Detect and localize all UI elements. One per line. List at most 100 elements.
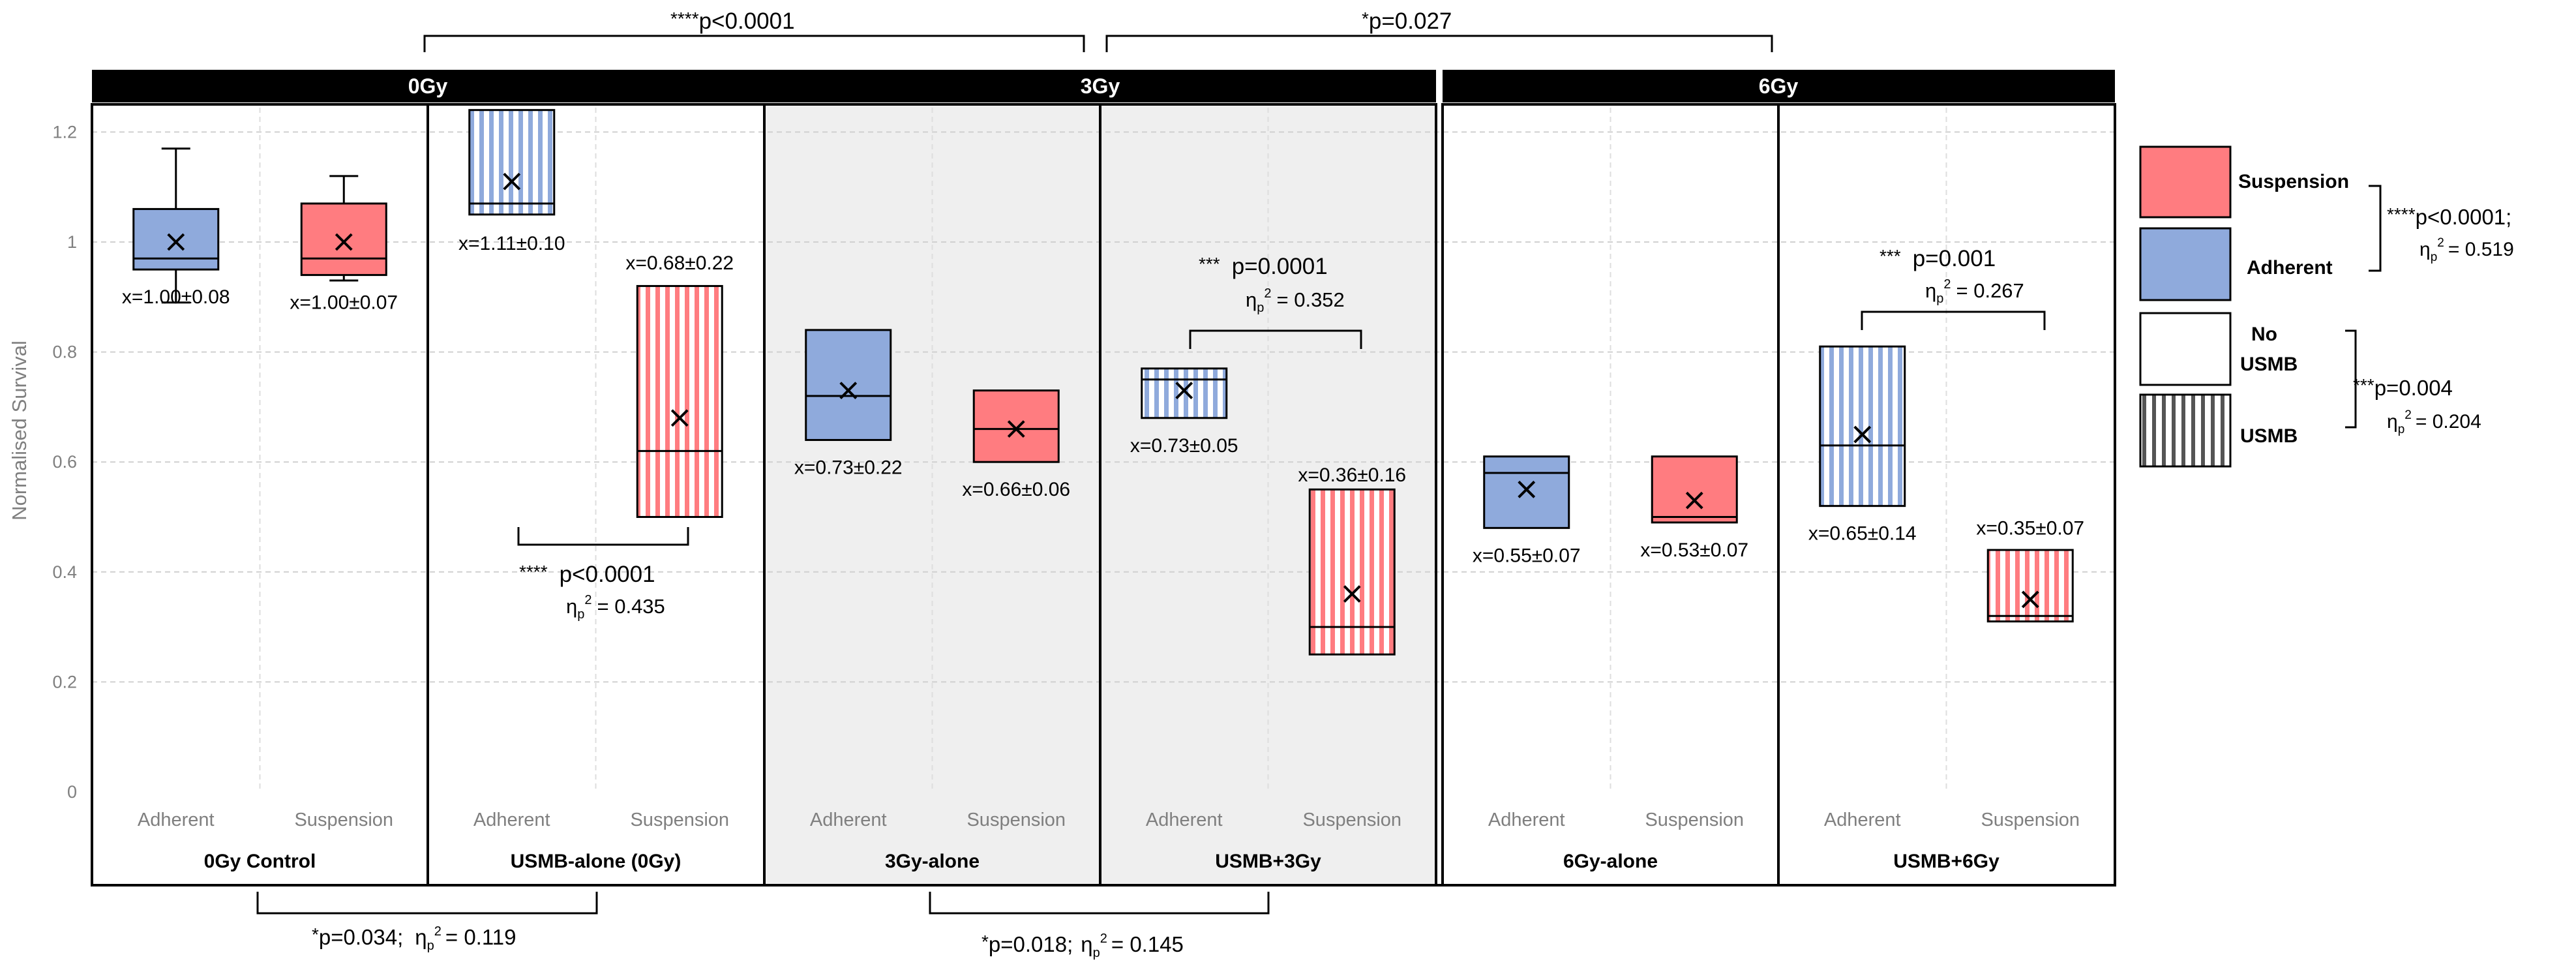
box-series: x=1.00±0.08 x=1.00±0.07 x=1.11±0.10 x=0.68±… [122,109,2084,656]
legend-eta-usmb: ηp2 = 0.204 [2387,408,2481,436]
box-6gy-alone-suspension: x=0.53±0.07 [1640,455,1748,561]
category-label-4-suspension: Suspension [1645,810,1744,830]
data-label: x=1.11±0.10 [458,233,565,254]
box-body [636,284,723,518]
mean-marker-b [1175,382,1193,400]
sig-usmb-6gy: *** p=0.001 [1880,246,1996,271]
y-tick-label-6: 1.2 [52,122,77,142]
box-usmb-3gy-adherent: x=0.73±0.05 [1130,367,1238,457]
box-usmb-alone-0gy--adherent: x=1.11±0.10 [458,109,565,254]
box-0gy-control-adherent: x=1.00±0.08 [122,147,230,308]
y-tick-label-5: 1 [67,232,77,252]
eta-usmb-alone-0gy: ηp2 = 0.435 [566,593,665,622]
y-tick-label-4: 0.8 [52,342,77,362]
y-tick-label-1: 0.2 [52,672,77,691]
condition-label-4: 6Gy-alone [1563,851,1658,872]
category-labels: Adherent Suspension 0Gy Control Adherent Sus… [92,810,2115,887]
data-label: x=0.68±0.22 [625,252,734,274]
category-label-4-adherent: Adherent [1488,810,1565,830]
data-label: x=0.73±0.05 [1130,435,1238,457]
category-label-1-adherent: Adherent [473,810,550,830]
mean-marker-b [670,409,689,427]
data-label: x=0.65±0.14 [1808,523,1917,545]
category-label-0-adherent: Adherent [138,810,215,830]
header-bar-6gy [1443,70,2115,102]
sig-bottom-3gy: *p=0.018; ηp2 = 0.145 [981,932,1184,960]
y-axis-ticks: 0 0.2 0.4 0.6 0.8 1 1.2 [52,122,77,802]
legend-label-no: No [2251,324,2277,345]
box-usmb-3gy-suspension: x=0.36±0.16 [1298,464,1406,656]
condition-label-5: USMB+6Gy [1893,851,1999,872]
box-body [1819,345,1906,508]
box-body [468,109,556,216]
legend-swatch-adherent [2139,227,2232,301]
box-0gy-control-suspension: x=1.00±0.07 [290,175,398,314]
legend-sig-cell-type: ****p<0.0001; [2387,204,2511,229]
data-label: x=1.00±0.07 [290,292,398,314]
box-body [805,329,892,441]
mean-marker-b [167,233,185,251]
y-tick-label-2: 0.4 [52,562,77,582]
significance-brackets [256,35,2382,915]
data-label: x=0.53±0.07 [1640,539,1748,561]
mean-marker-b [1007,420,1025,438]
mean-marker-b [1518,480,1536,498]
legend-label-usmb: USMB [2240,425,2298,447]
box-body [1141,367,1228,419]
header-0gy: 0Gy [408,74,448,98]
data-label: x=0.73±0.22 [794,457,903,478]
header-3gy: 3Gy [1081,74,1120,98]
box-3gy-alone-adherent: x=0.73±0.22 [794,329,903,478]
category-label-2-suspension: Suspension [966,810,1066,830]
y-tick-label-0: 0 [67,782,77,802]
condition-label-3: USMB+3Gy [1215,851,1321,872]
mean-marker-b [1343,585,1361,603]
legend-swatch-usmb [2139,393,2232,468]
box-usmb-alone-0gy--suspension: x=0.68±0.22 [625,252,734,518]
sig-usmb-alone-0gy: **** p<0.0001 [519,562,655,587]
box-body [1483,455,1570,529]
condition-label-0: 0Gy Control [204,851,316,872]
category-label-5-adherent: Adherent [1824,810,1901,830]
box-body [972,389,1060,463]
sig-bottom-0gy: *p=0.034; ηp2 = 0.119 [312,924,516,953]
data-label: x=0.35±0.07 [1976,517,2084,539]
box-body [1986,549,2074,623]
box-usmb-6gy-adherent: x=0.65±0.14 [1808,345,1917,545]
sig-top-3gy-6gy: *p=0.027 [1362,8,1452,34]
y-tick-label-3: 0.6 [52,452,77,472]
category-label-1-suspension: Suspension [630,810,729,830]
legend-label-suspension: Suspension [2238,171,2349,192]
eta-usmb-6gy: ηp2 = 0.267 [1925,277,2024,306]
data-label: x=0.66±0.06 [962,479,1070,500]
header-bar-0gy [92,70,764,102]
header-6gy: 6Gy [1759,74,1799,98]
y-axis-label: Normalised Survival [8,341,31,521]
mean-marker-b [1685,491,1703,509]
data-label: x=0.55±0.07 [1473,545,1581,566]
legend-label-adherent: Adherent [2247,257,2333,279]
box-body [300,202,387,277]
data-label: x=1.00±0.08 [122,286,230,308]
legend-swatch-suspension [2139,145,2232,219]
condition-label-1: USMB-alone (0Gy) [511,851,681,872]
box-body [1308,488,1396,656]
eta-usmb-3gy: ηp2 = 0.352 [1246,286,1345,315]
box-usmb-6gy-suspension: x=0.35±0.07 [1976,517,2084,623]
legend-swatch-no-usmb [2139,312,2232,386]
box-3gy-alone-suspension: x=0.66±0.06 [962,389,1070,500]
box-6gy-alone-adherent: x=0.55±0.07 [1473,455,1581,566]
legend-sig-usmb: ***p=0.004 [2353,375,2453,400]
mean-marker-b [335,233,353,251]
category-label-3-suspension: Suspension [1302,810,1401,830]
legend-eta-cell-type: ηp2 = 0.519 [2419,236,2514,264]
mean-marker-b [1853,425,1872,444]
mean-marker-b [503,172,521,190]
condition-label-2: 3Gy-alone [885,851,980,872]
category-label-3-adherent: Adherent [1146,810,1223,830]
category-label-0-suspension: Suspension [294,810,393,830]
header-bar-3gy [764,70,1436,102]
category-label-5-suspension: Suspension [1981,810,2080,830]
sig-usmb-3gy: *** p=0.0001 [1199,254,1328,279]
